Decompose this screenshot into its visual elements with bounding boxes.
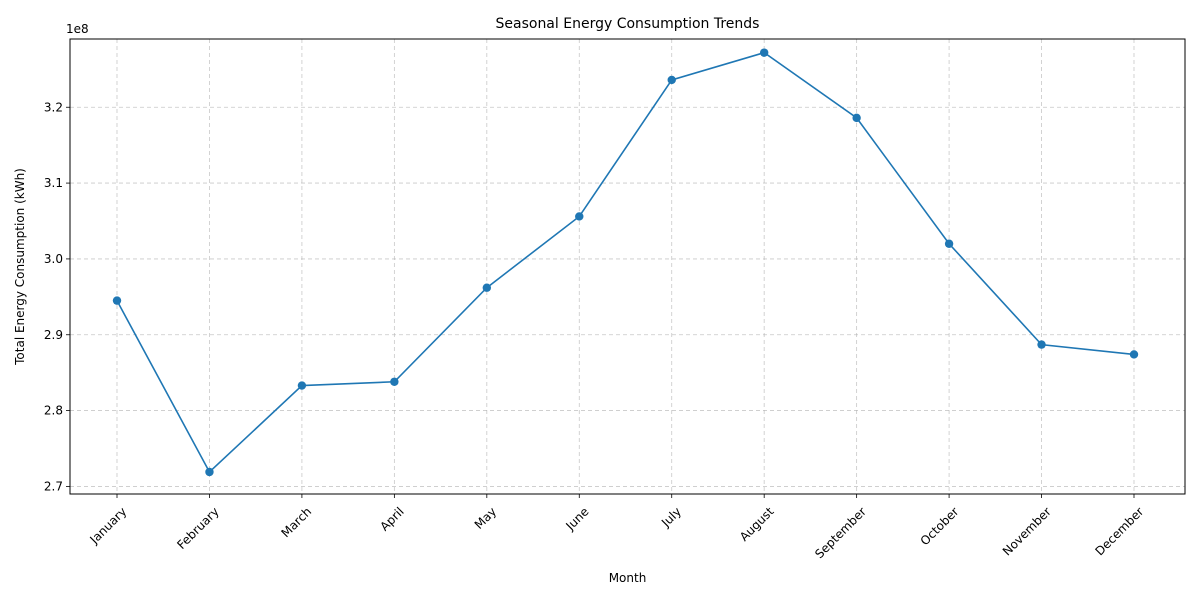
data-point — [112, 296, 122, 305]
x-axis-ticks: January February March April May June July Augu… — [87, 494, 1146, 561]
y-axis-label: Total Energy Consumption (kWh) — [13, 168, 27, 366]
data-point — [944, 239, 954, 248]
x-tick-label: September — [812, 504, 869, 561]
x-tick-label: March — [278, 504, 314, 540]
data-point — [1129, 350, 1139, 359]
data-point — [575, 212, 584, 221]
y-tick-label: 3.2 — [44, 100, 63, 114]
x-tick-label: May — [472, 504, 499, 531]
axes — [69, 38, 1186, 495]
x-axis-label: Month — [609, 571, 647, 585]
y-tick-label: 3.0 — [44, 252, 63, 266]
y-axis-ticks: 2.7 2.8 2.9 3.0 3.1 3.2 — [44, 100, 70, 493]
x-tick-label: December — [1092, 504, 1146, 558]
data-point — [482, 283, 492, 292]
series — [112, 48, 1139, 477]
x-tick-label: April — [377, 504, 406, 533]
grid — [70, 39, 1185, 494]
series-line — [116, 51, 1135, 474]
x-tick-label: October — [918, 504, 962, 548]
data-point — [1037, 340, 1046, 349]
data-point — [667, 75, 676, 85]
x-tick-label: July — [658, 504, 684, 530]
data-point — [759, 48, 769, 57]
x-tick-label: February — [174, 504, 222, 552]
y-tick-label: 3.1 — [44, 176, 63, 190]
data-point — [390, 377, 399, 386]
x-tick-label: June — [563, 504, 592, 533]
y-tick-label: 2.8 — [44, 404, 63, 418]
x-tick-label: August — [737, 504, 777, 544]
data-point — [205, 467, 214, 477]
x-tick-label: November — [1000, 504, 1054, 558]
data-point — [852, 113, 861, 123]
data-point — [297, 381, 307, 390]
x-tick-label: January — [87, 504, 130, 547]
y-axis-offset-label: 1e8 — [66, 22, 89, 36]
y-tick-label: 2.9 — [44, 328, 63, 342]
chart-title: Seasonal Energy Consumption Trends — [496, 16, 760, 32]
plot-area-frame — [69, 38, 1186, 495]
y-tick-label: 2.7 — [44, 479, 63, 493]
